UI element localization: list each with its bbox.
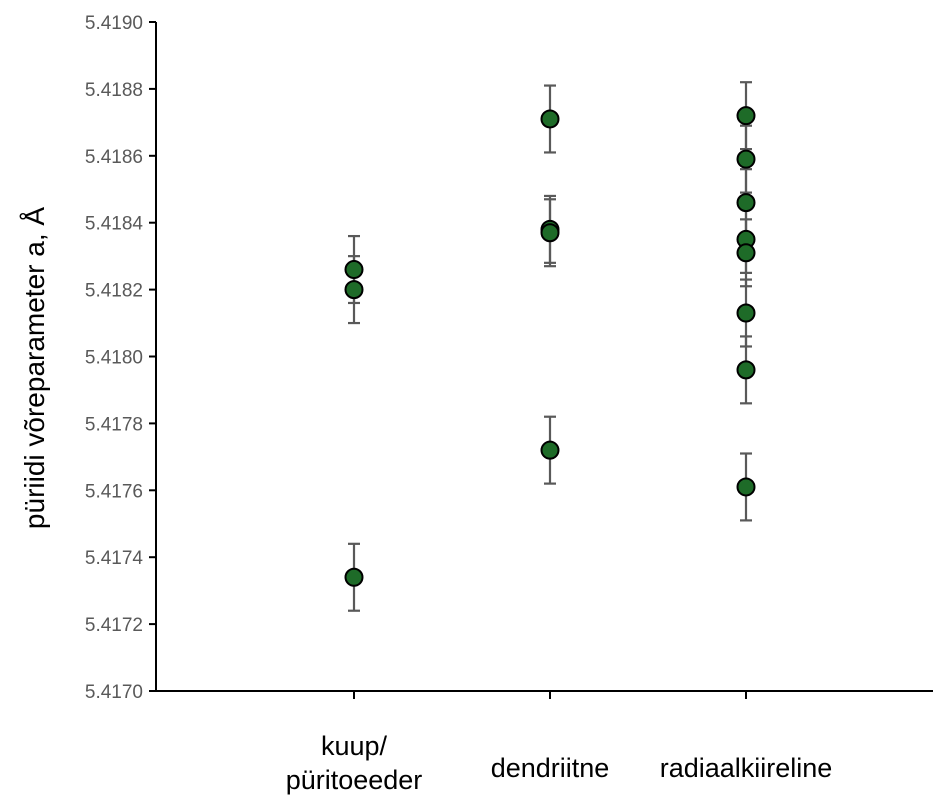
- data-point: [736, 243, 756, 263]
- data-point: [736, 303, 756, 323]
- x-category-label: radiaalkiireline: [660, 753, 833, 783]
- y-tick-label: 5.4176: [85, 481, 143, 502]
- y-tick-label: 5.4174: [85, 548, 144, 569]
- x-category-label: kuup/: [321, 731, 388, 761]
- data-point: [736, 360, 756, 380]
- data-point: [344, 260, 364, 280]
- data-point: [736, 477, 756, 497]
- data-point: [344, 567, 364, 587]
- y-tick-label: 5.4172: [85, 615, 143, 636]
- y-axis-title: püriidi võreparameter a, Å: [19, 207, 50, 529]
- x-category-label: püritoeeder: [286, 765, 423, 795]
- data-point: [540, 109, 560, 129]
- y-axis-ticks: 5.4170 5.4172 5.4174 5.4176 5.4178 5.4180 5.41…: [85, 13, 156, 703]
- data-point: [540, 223, 560, 243]
- y-tick-label: 5.4178: [85, 414, 143, 435]
- x-axis-ticks: [353, 691, 747, 699]
- y-tick-label: 5.4180: [85, 348, 143, 369]
- y-tick-label: 5.4188: [85, 80, 143, 101]
- data-point: [736, 149, 756, 169]
- x-category-label: dendriitne: [491, 753, 610, 783]
- y-tick-label: 5.4190: [85, 13, 143, 34]
- data-points: [344, 106, 756, 587]
- error-bars: [348, 81, 752, 612]
- y-tick-label: 5.4186: [85, 147, 143, 168]
- data-point: [540, 440, 560, 460]
- y-tick-label: 5.4182: [85, 281, 143, 302]
- y-tick-label: 5.4170: [85, 682, 143, 703]
- data-point: [736, 193, 756, 213]
- data-point: [344, 280, 364, 300]
- x-axis-category-labels: kuup/püritoeeder dendriitne radiaalkiireli…: [286, 731, 833, 795]
- data-point: [736, 106, 756, 126]
- y-tick-label: 5.4184: [85, 214, 144, 235]
